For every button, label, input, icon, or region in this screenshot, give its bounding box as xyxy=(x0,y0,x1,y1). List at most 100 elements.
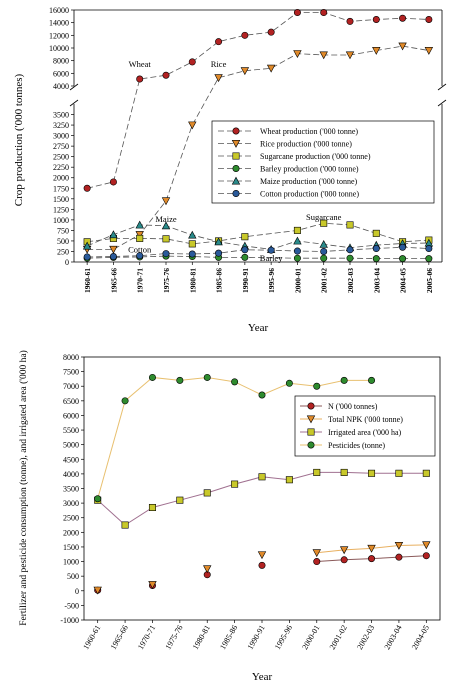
data-point xyxy=(94,495,102,503)
data-point xyxy=(368,376,376,384)
y-tick-label: 5000 xyxy=(63,441,79,450)
data-point xyxy=(215,38,223,46)
series-annotation: Sugarcane xyxy=(306,212,342,222)
data-point xyxy=(398,42,407,51)
data-point xyxy=(345,51,355,60)
data-point xyxy=(319,51,328,60)
x-tick-label: 2002-03 xyxy=(355,624,376,652)
legend-marker xyxy=(231,176,241,185)
data-point xyxy=(346,246,354,254)
y-tick-label: 500 xyxy=(67,572,79,581)
data-point xyxy=(346,17,354,25)
data-point xyxy=(83,253,91,261)
x-tick-label: 1995-96 xyxy=(273,624,294,652)
data-point xyxy=(425,15,433,23)
y-tick-label: 1000 xyxy=(53,216,69,225)
x-tick-label: 2001-02 xyxy=(320,268,329,293)
y-tick-label: 7000 xyxy=(63,382,79,391)
data-point xyxy=(372,255,380,263)
data-point xyxy=(121,521,129,529)
data-point xyxy=(161,197,171,206)
data-point xyxy=(93,586,102,595)
y-tick-label: 3250 xyxy=(53,121,69,130)
data-point xyxy=(231,480,239,488)
data-point xyxy=(293,247,301,255)
data-point xyxy=(285,476,293,484)
x-tick-label: 1990-91 xyxy=(241,268,250,293)
data-point xyxy=(399,255,407,263)
data-point xyxy=(109,178,117,186)
y-tick-label: 500 xyxy=(57,237,69,246)
x-axis-title: Year xyxy=(252,671,273,683)
x-tick-label: 2004-05 xyxy=(399,268,408,293)
data-point xyxy=(346,254,354,262)
legend-marker xyxy=(307,402,315,410)
x-tick-label: 2001-02 xyxy=(328,624,349,652)
x-tick-label: 1980-81 xyxy=(188,268,197,293)
y-tick-label: 1500 xyxy=(63,543,79,552)
y-tick-label: 5500 xyxy=(63,426,79,435)
data-point xyxy=(346,221,354,229)
data-point xyxy=(424,47,434,55)
y-tick-label: 7500 xyxy=(63,368,79,377)
legend-marker xyxy=(232,127,240,135)
series-annotation: Maize xyxy=(155,214,176,224)
data-point xyxy=(176,496,184,504)
y-tick-label: 4000 xyxy=(63,470,79,479)
data-point xyxy=(136,234,144,242)
data-point xyxy=(394,541,404,550)
data-point xyxy=(148,373,156,381)
y-tick-label: 6500 xyxy=(63,397,79,406)
data-point xyxy=(135,220,144,229)
data-point xyxy=(214,237,223,246)
y-axis-title: Crop production ('000 tonnes) xyxy=(13,73,25,206)
data-point xyxy=(293,9,301,17)
data-point xyxy=(203,489,211,497)
x-tick-label: 1975-76 xyxy=(163,624,184,652)
legend-marker xyxy=(232,152,240,160)
x-tick-label: 2004-05 xyxy=(410,624,431,652)
data-point xyxy=(162,250,170,258)
data-point xyxy=(313,558,321,566)
fertilizer-irrigation-chart: -1000 -500 0 500 1000 1500 2000 2500 3000 3500 400… xyxy=(18,350,441,683)
data-point xyxy=(257,551,267,560)
y-tick-label: 750 xyxy=(57,226,69,235)
series-annotation: Barley xyxy=(260,253,283,263)
data-point xyxy=(188,240,196,248)
y-tick-label: 3500 xyxy=(53,111,69,120)
legend-marker xyxy=(307,441,315,449)
data-point xyxy=(340,468,348,476)
y-tick-label: 1750 xyxy=(53,184,69,193)
y-tick-label: 0 xyxy=(75,587,79,596)
x-tick-label: 1975-76 xyxy=(162,268,171,293)
y-tick-label: 1250 xyxy=(53,205,69,214)
data-point xyxy=(320,219,328,227)
data-point xyxy=(148,503,156,511)
x-tick-label: 1980-81 xyxy=(191,624,212,652)
y-tick-label: 6000 xyxy=(53,69,69,78)
y-tick-label: 1000 xyxy=(63,558,79,567)
data-point xyxy=(176,376,184,384)
data-point xyxy=(340,556,348,564)
data-point xyxy=(240,67,250,76)
legend-marker xyxy=(231,140,241,148)
data-point xyxy=(395,553,403,561)
y-tick-label: 2250 xyxy=(53,163,69,172)
axis-break-mark xyxy=(437,83,447,91)
y-tick-label: 3000 xyxy=(53,132,69,141)
data-point xyxy=(203,565,212,574)
data-point xyxy=(162,235,170,243)
y-tick-label: 12000 xyxy=(49,31,69,40)
x-tick-label: 1965-66 xyxy=(109,268,118,293)
data-point xyxy=(293,50,302,59)
x-tick-label: 1990-91 xyxy=(246,624,267,652)
data-point xyxy=(399,14,407,22)
data-point xyxy=(215,249,223,257)
x-tick-label: 1960-61 xyxy=(81,624,102,652)
data-point xyxy=(188,250,196,258)
x-axis-title: Year xyxy=(248,322,269,334)
y-axis-title: Fertilizer and pesticide consumption (to… xyxy=(18,350,29,626)
data-point xyxy=(320,247,328,255)
y-tick-label: 4500 xyxy=(63,455,79,464)
